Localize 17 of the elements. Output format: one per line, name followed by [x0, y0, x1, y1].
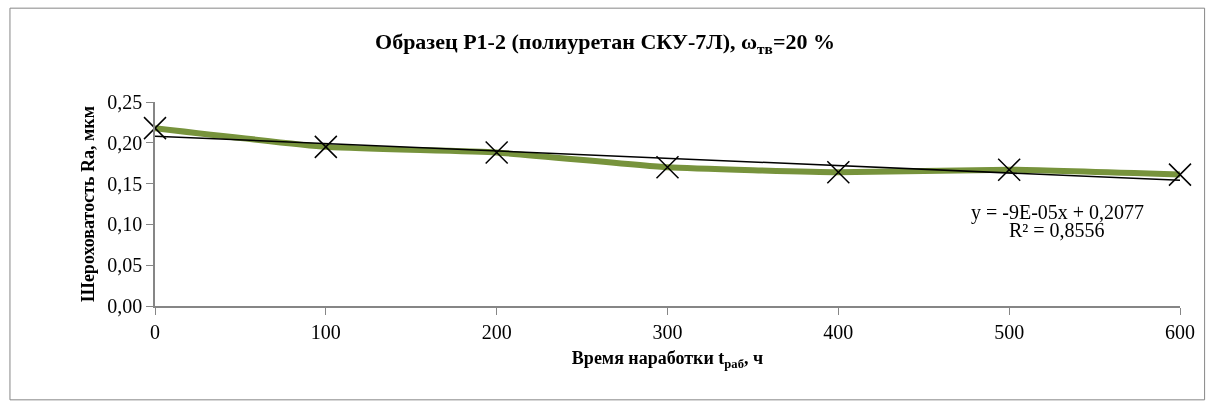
- chart-title: Образец Р1-2 (полиуретан СКУ-7Л), ω$_{тв}$=20 %: [375, 29, 835, 57]
- x-tick-label: 500: [994, 320, 1025, 343]
- y-axis-title: Шероховатость Ra, мкм: [77, 106, 98, 302]
- y-tick-label: 0,10: [107, 213, 143, 236]
- x-tick-label: 300: [652, 320, 683, 343]
- annotation: y = -9E-05x + 0,2077: [971, 201, 1145, 224]
- x-tick-label: 400: [823, 320, 854, 343]
- y-tick-label: 0,05: [107, 254, 143, 277]
- x-tick-label: 600: [1165, 320, 1195, 343]
- x-axis-title: Время наработки t$_{раб}$, ч: [571, 348, 764, 372]
- y-tick-label: 0,25: [107, 91, 143, 113]
- x-tick-label: 0: [150, 320, 160, 343]
- y-tick-label: 0,20: [107, 131, 143, 154]
- x-tick-label: 200: [481, 320, 512, 343]
- y-tick-label: 0,00: [107, 295, 143, 317]
- x-tick-label: 100: [310, 320, 341, 343]
- y-tick-label: 0,15: [107, 172, 143, 195]
